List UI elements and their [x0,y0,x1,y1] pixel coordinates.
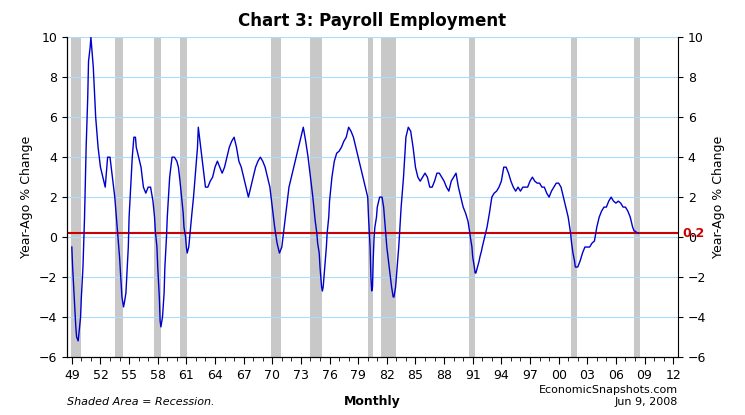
Bar [634,37,640,357]
Y-axis label: Year-Ago % Change: Year-Ago % Change [20,136,34,258]
Bar [469,37,475,357]
Bar [180,37,187,357]
Bar [115,37,123,357]
Text: 0.2: 0.2 [682,227,704,239]
Text: Shaded Area = Recession.: Shaded Area = Recession. [67,397,215,407]
Title: Chart 3: Payroll Employment: Chart 3: Payroll Employment [238,12,507,30]
Y-axis label: Year-Ago % Change: Year-Ago % Change [711,136,725,258]
Text: Monthly: Monthly [344,395,401,408]
Bar [368,37,373,357]
Bar [310,37,323,357]
Bar [71,37,80,357]
Bar [153,37,161,357]
Bar [381,37,396,357]
Bar [571,37,577,357]
Bar [271,37,281,357]
Text: EconomicSnapshots.com
Jun 9, 2008: EconomicSnapshots.com Jun 9, 2008 [539,385,678,407]
